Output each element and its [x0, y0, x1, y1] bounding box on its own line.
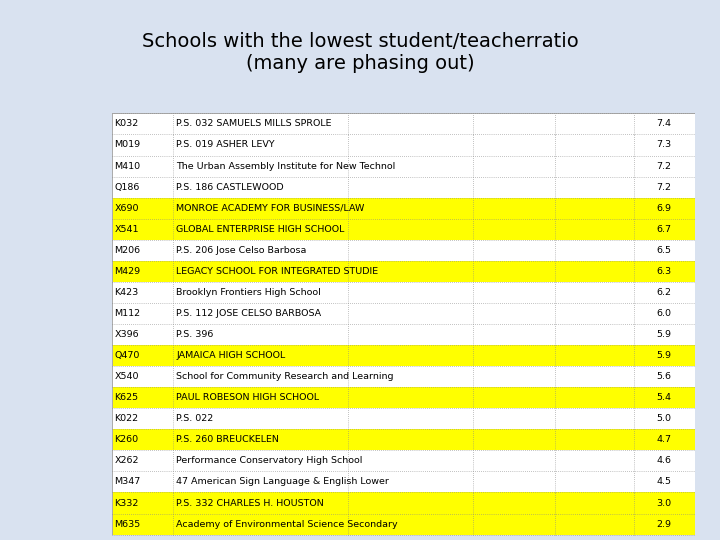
- Text: GLOBAL ENTERPRISE HIGH SCHOOL: GLOBAL ENTERPRISE HIGH SCHOOL: [176, 225, 345, 234]
- Text: The Urban Assembly Institute for New Technol: The Urban Assembly Institute for New Tec…: [176, 161, 395, 171]
- Text: 3.0: 3.0: [657, 498, 672, 508]
- Text: 47 American Sign Language & English Lower: 47 American Sign Language & English Lowe…: [176, 477, 390, 487]
- Text: 2.9: 2.9: [657, 519, 672, 529]
- Text: P.S. 032 SAMUELS MILLS SPROLE: P.S. 032 SAMUELS MILLS SPROLE: [176, 119, 332, 129]
- Bar: [112, 156, 695, 177]
- Text: 7.2: 7.2: [657, 161, 672, 171]
- Text: 4.5: 4.5: [657, 477, 672, 487]
- Bar: [112, 324, 695, 345]
- Text: 7.4: 7.4: [657, 119, 672, 129]
- Text: X541: X541: [114, 225, 139, 234]
- Text: M635: M635: [114, 519, 141, 529]
- Bar: [112, 366, 695, 387]
- Text: P.S. 186 CASTLEWOOD: P.S. 186 CASTLEWOOD: [176, 183, 284, 192]
- Text: M112: M112: [114, 309, 140, 318]
- Bar: [112, 198, 695, 219]
- Text: 5.9: 5.9: [657, 330, 672, 339]
- Text: Brooklyn Frontiers High School: Brooklyn Frontiers High School: [176, 288, 321, 297]
- Text: P.S. 206 Jose Celso Barbosa: P.S. 206 Jose Celso Barbosa: [176, 246, 307, 255]
- Text: P.S. 112 JOSE CELSO BARBOSA: P.S. 112 JOSE CELSO BARBOSA: [176, 309, 321, 318]
- Text: JAMAICA HIGH SCHOOL: JAMAICA HIGH SCHOOL: [176, 351, 286, 360]
- Text: X262: X262: [114, 456, 139, 465]
- Bar: [112, 471, 695, 492]
- Bar: [112, 387, 695, 408]
- Bar: [112, 219, 695, 240]
- Text: 5.4: 5.4: [657, 393, 672, 402]
- Text: M410: M410: [114, 161, 140, 171]
- Bar: [112, 429, 695, 450]
- Text: 7.2: 7.2: [657, 183, 672, 192]
- Text: Schools with the lowest student/teacherratio
(many are phasing out): Schools with the lowest student/teacherr…: [142, 32, 578, 73]
- Text: P.S. 022: P.S. 022: [176, 414, 214, 423]
- Text: 6.9: 6.9: [657, 204, 672, 213]
- Text: 6.5: 6.5: [657, 246, 672, 255]
- Text: P.S. 332 CHARLES H. HOUSTON: P.S. 332 CHARLES H. HOUSTON: [176, 498, 324, 508]
- Text: 5.6: 5.6: [657, 372, 672, 381]
- Text: P.S. 396: P.S. 396: [176, 330, 214, 339]
- Text: Academy of Environmental Science Secondary: Academy of Environmental Science Seconda…: [176, 519, 398, 529]
- Bar: [112, 345, 695, 366]
- Text: 6.2: 6.2: [657, 288, 672, 297]
- Text: M019: M019: [114, 140, 140, 150]
- Bar: [112, 303, 695, 324]
- Text: 5.9: 5.9: [657, 351, 672, 360]
- Text: 6.7: 6.7: [657, 225, 672, 234]
- Text: K032: K032: [114, 119, 139, 129]
- Text: X690: X690: [114, 204, 139, 213]
- Text: 6.0: 6.0: [657, 309, 672, 318]
- Bar: [112, 282, 695, 303]
- Text: 7.3: 7.3: [657, 140, 672, 150]
- Text: M347: M347: [114, 477, 141, 487]
- Text: K423: K423: [114, 288, 139, 297]
- Bar: [112, 177, 695, 198]
- Text: Q470: Q470: [114, 351, 140, 360]
- Text: Performance Conservatory High School: Performance Conservatory High School: [176, 456, 363, 465]
- Text: LEGACY SCHOOL FOR INTEGRATED STUDIE: LEGACY SCHOOL FOR INTEGRATED STUDIE: [176, 267, 379, 276]
- Bar: [112, 450, 695, 471]
- Bar: [112, 261, 695, 282]
- Text: K332: K332: [114, 498, 139, 508]
- Text: K022: K022: [114, 414, 139, 423]
- Text: M206: M206: [114, 246, 140, 255]
- Bar: [112, 408, 695, 429]
- Text: PAUL ROBESON HIGH SCHOOL: PAUL ROBESON HIGH SCHOOL: [176, 393, 320, 402]
- Text: 5.0: 5.0: [657, 414, 672, 423]
- Text: X540: X540: [114, 372, 139, 381]
- Text: MONROE ACADEMY FOR BUSINESS/LAW: MONROE ACADEMY FOR BUSINESS/LAW: [176, 204, 365, 213]
- Text: School for Community Research and Learning: School for Community Research and Learni…: [176, 372, 394, 381]
- Text: K260: K260: [114, 435, 139, 444]
- Bar: [112, 113, 695, 134]
- Text: K625: K625: [114, 393, 139, 402]
- Text: 6.3: 6.3: [657, 267, 672, 276]
- Text: 4.6: 4.6: [657, 456, 672, 465]
- Text: 4.7: 4.7: [657, 435, 672, 444]
- Text: Q186: Q186: [114, 183, 140, 192]
- Text: M429: M429: [114, 267, 140, 276]
- Text: X396: X396: [114, 330, 139, 339]
- Text: P.S. 019 ASHER LEVY: P.S. 019 ASHER LEVY: [176, 140, 275, 150]
- Bar: [112, 134, 695, 156]
- Bar: [112, 514, 695, 535]
- Bar: [112, 492, 695, 514]
- Bar: [112, 240, 695, 261]
- Text: P.S. 260 BREUCKELEN: P.S. 260 BREUCKELEN: [176, 435, 279, 444]
